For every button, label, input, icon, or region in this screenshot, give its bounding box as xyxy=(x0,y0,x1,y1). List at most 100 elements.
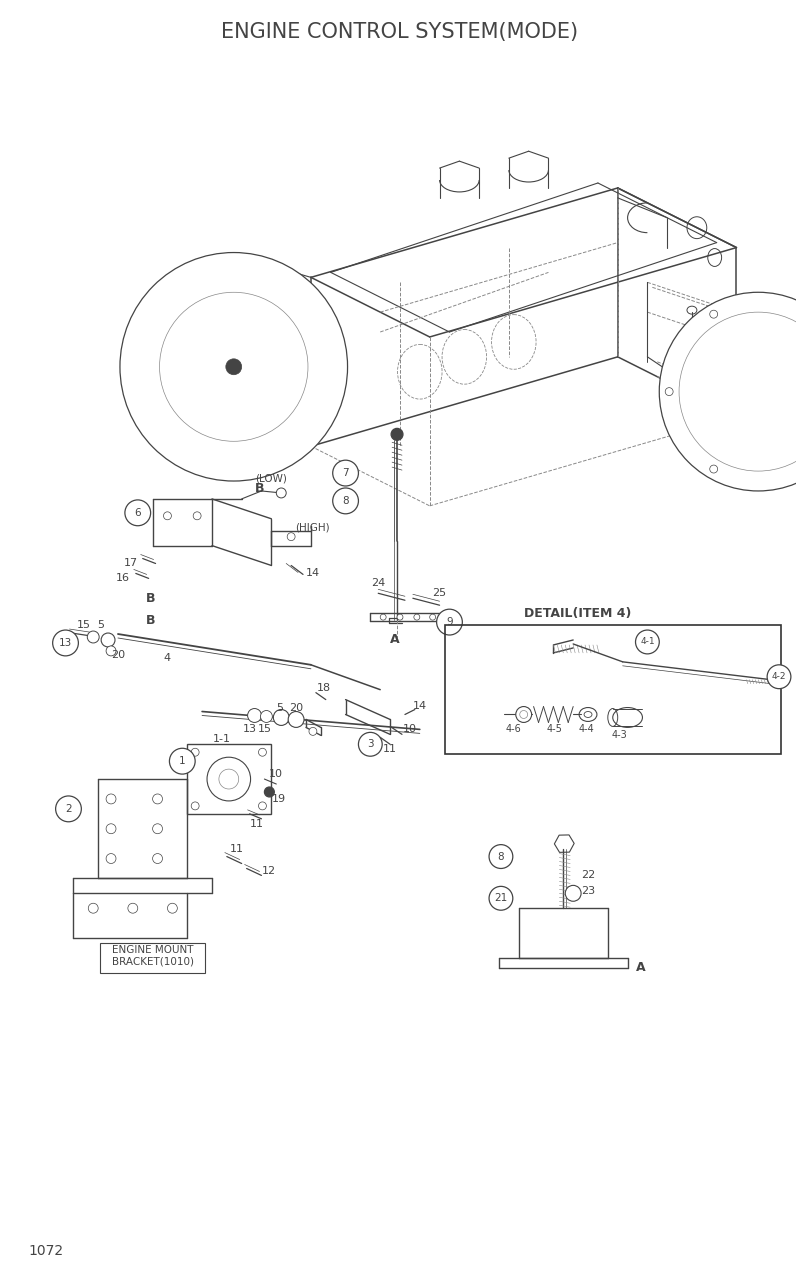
Text: 5: 5 xyxy=(98,620,105,631)
Circle shape xyxy=(106,646,116,656)
Text: 13: 13 xyxy=(242,725,257,734)
Text: B: B xyxy=(254,483,264,496)
Circle shape xyxy=(125,499,150,526)
Circle shape xyxy=(87,631,99,643)
Circle shape xyxy=(128,903,138,913)
Circle shape xyxy=(767,665,791,689)
Text: 4-1: 4-1 xyxy=(640,637,654,646)
Text: 24: 24 xyxy=(371,578,386,589)
Circle shape xyxy=(153,794,162,804)
Circle shape xyxy=(170,748,195,775)
Text: 25: 25 xyxy=(433,589,446,599)
Circle shape xyxy=(106,824,116,833)
Text: 11: 11 xyxy=(250,819,263,829)
Circle shape xyxy=(248,708,262,722)
Text: A: A xyxy=(390,633,400,646)
Text: 14: 14 xyxy=(413,701,427,711)
Circle shape xyxy=(193,512,201,520)
Text: 19: 19 xyxy=(272,794,286,804)
Circle shape xyxy=(710,465,718,473)
Text: 20: 20 xyxy=(289,702,303,712)
Circle shape xyxy=(163,512,171,520)
Circle shape xyxy=(489,887,513,910)
Circle shape xyxy=(489,845,513,869)
Circle shape xyxy=(516,707,532,722)
Circle shape xyxy=(258,801,266,810)
Circle shape xyxy=(430,614,436,620)
Text: 13: 13 xyxy=(59,638,72,648)
Circle shape xyxy=(710,310,718,318)
Text: 4-3: 4-3 xyxy=(612,730,627,740)
Text: 4-6: 4-6 xyxy=(506,725,522,734)
Circle shape xyxy=(358,733,382,757)
Circle shape xyxy=(287,533,295,540)
Circle shape xyxy=(53,631,78,656)
Circle shape xyxy=(191,801,199,810)
Bar xyxy=(187,744,271,814)
Text: 11: 11 xyxy=(230,843,244,854)
Text: B: B xyxy=(146,614,155,627)
Circle shape xyxy=(159,292,308,441)
Text: 9: 9 xyxy=(446,617,453,627)
Circle shape xyxy=(566,885,581,901)
Text: 10: 10 xyxy=(403,725,417,734)
Text: 1: 1 xyxy=(179,757,186,766)
Text: 1-1: 1-1 xyxy=(213,734,231,744)
Text: 4-4: 4-4 xyxy=(578,725,594,734)
Circle shape xyxy=(309,727,317,735)
Circle shape xyxy=(191,748,199,757)
Text: 7: 7 xyxy=(342,468,349,478)
Text: 16: 16 xyxy=(116,573,130,583)
Circle shape xyxy=(520,711,528,719)
Circle shape xyxy=(153,854,162,864)
Text: 2: 2 xyxy=(65,804,72,814)
Circle shape xyxy=(635,631,659,654)
Circle shape xyxy=(88,903,98,913)
Text: B: B xyxy=(146,591,155,605)
Circle shape xyxy=(397,614,403,620)
Bar xyxy=(445,626,781,754)
Circle shape xyxy=(333,488,358,513)
Circle shape xyxy=(219,769,238,789)
Text: 22: 22 xyxy=(581,870,595,880)
Text: 10: 10 xyxy=(270,769,283,780)
Text: 11: 11 xyxy=(383,744,397,754)
Circle shape xyxy=(659,292,800,490)
Circle shape xyxy=(153,824,162,833)
Circle shape xyxy=(333,460,358,485)
Circle shape xyxy=(666,387,673,396)
Text: 4: 4 xyxy=(164,652,171,662)
Text: ENGINE CONTROL SYSTEM(MODE): ENGINE CONTROL SYSTEM(MODE) xyxy=(222,22,578,42)
Text: 15: 15 xyxy=(258,725,271,734)
Circle shape xyxy=(207,757,250,801)
Circle shape xyxy=(380,614,386,620)
Circle shape xyxy=(276,488,286,498)
Circle shape xyxy=(56,796,82,822)
Text: 23: 23 xyxy=(581,887,595,897)
Circle shape xyxy=(265,787,274,798)
Circle shape xyxy=(274,710,289,725)
Text: 12: 12 xyxy=(262,866,277,877)
Circle shape xyxy=(258,748,266,757)
Circle shape xyxy=(261,711,272,722)
Circle shape xyxy=(437,609,462,634)
Text: 15: 15 xyxy=(76,620,90,631)
Circle shape xyxy=(101,633,115,647)
Text: 8: 8 xyxy=(498,851,504,861)
Circle shape xyxy=(414,614,420,620)
Text: 3: 3 xyxy=(367,739,374,749)
Text: A: A xyxy=(636,962,646,975)
Text: 5: 5 xyxy=(276,702,282,712)
Circle shape xyxy=(106,854,116,864)
Text: 4-2: 4-2 xyxy=(772,673,786,682)
Text: 14: 14 xyxy=(306,568,320,578)
Text: 21: 21 xyxy=(494,893,507,903)
Text: 18: 18 xyxy=(317,683,331,693)
Circle shape xyxy=(106,794,116,804)
Bar xyxy=(100,943,205,973)
Text: ENGINE MOUNT
BRACKET(1010): ENGINE MOUNT BRACKET(1010) xyxy=(112,945,194,967)
Text: 1072: 1072 xyxy=(29,1243,64,1257)
Circle shape xyxy=(120,252,347,482)
Text: 4-5: 4-5 xyxy=(546,725,562,734)
Circle shape xyxy=(799,310,800,318)
